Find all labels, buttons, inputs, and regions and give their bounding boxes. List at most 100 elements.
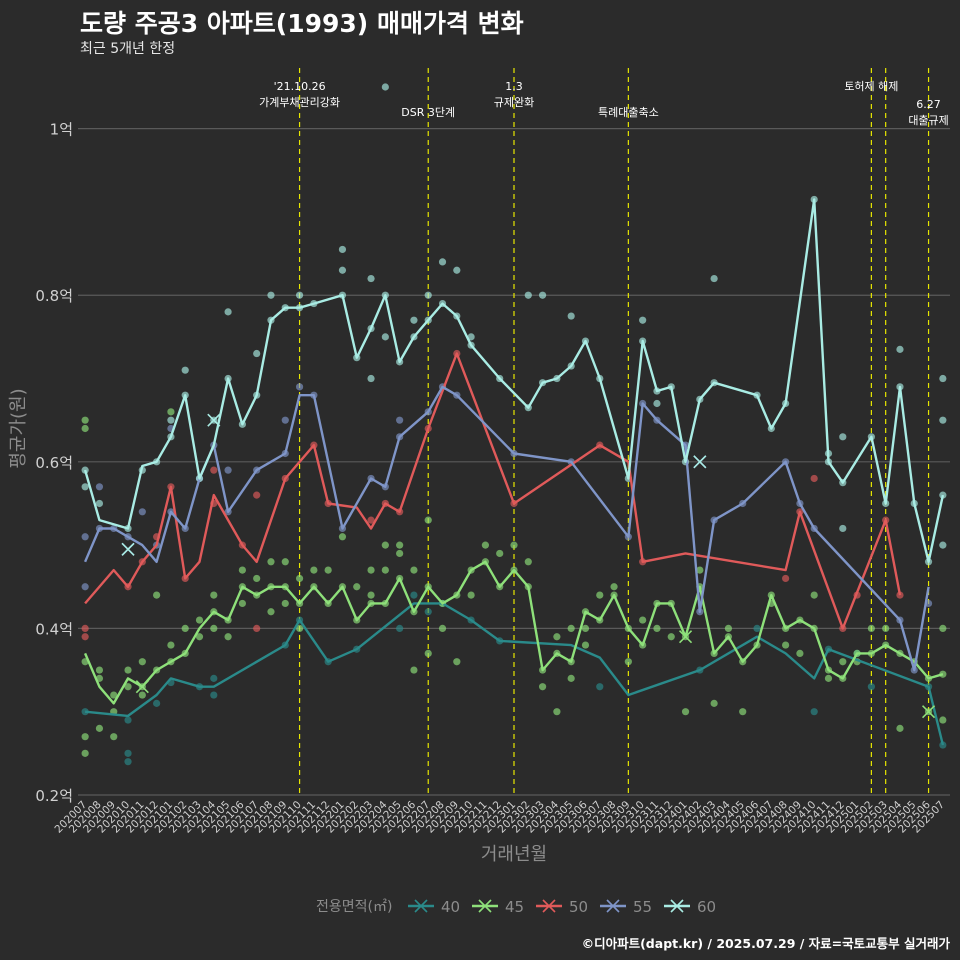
y-tick-label: 0.6억 xyxy=(35,454,73,472)
data-point xyxy=(338,266,347,274)
data-point xyxy=(153,591,161,599)
data-point xyxy=(882,624,890,633)
data-point xyxy=(724,624,733,633)
data-point xyxy=(467,333,475,341)
data-point xyxy=(124,716,132,724)
data-point xyxy=(810,591,818,599)
data-point xyxy=(253,624,261,633)
data-point xyxy=(424,649,432,657)
data-point xyxy=(95,483,104,491)
data-point xyxy=(524,291,532,299)
data-point xyxy=(610,583,618,591)
data-point xyxy=(396,541,404,549)
data-point xyxy=(367,274,375,283)
data-point xyxy=(782,641,790,649)
y-tick-label: 0.4억 xyxy=(35,620,73,638)
data-point xyxy=(939,741,947,749)
data-point xyxy=(939,624,947,633)
data-point xyxy=(567,674,575,682)
cancel-marker xyxy=(207,413,221,427)
data-point xyxy=(367,374,375,383)
data-point xyxy=(224,633,232,641)
data-point xyxy=(295,574,304,583)
data-point xyxy=(124,666,132,674)
legend-swatch-marker xyxy=(542,899,556,913)
data-point xyxy=(281,599,289,608)
data-point xyxy=(939,716,947,724)
data-point xyxy=(410,591,418,599)
data-point xyxy=(538,683,547,691)
data-point xyxy=(453,658,461,666)
data-point xyxy=(310,566,318,574)
data-point xyxy=(95,666,104,674)
cancel-marker xyxy=(678,630,693,644)
data-point xyxy=(867,683,875,691)
data-point xyxy=(438,258,447,266)
data-point xyxy=(424,516,432,524)
data-point xyxy=(295,624,304,633)
data-point xyxy=(839,433,847,441)
data-point xyxy=(253,491,261,499)
data-point xyxy=(424,608,432,616)
data-point xyxy=(624,658,632,666)
event-label: DSR 3단계 xyxy=(401,106,455,119)
event-label: '21.10.26 xyxy=(274,80,326,93)
data-point xyxy=(281,558,289,566)
data-point xyxy=(138,691,146,699)
data-point xyxy=(210,466,218,474)
data-point xyxy=(124,749,132,757)
data-point xyxy=(696,566,704,574)
data-point xyxy=(81,424,89,433)
legend-swatch-marker xyxy=(478,899,492,913)
series-line xyxy=(84,352,902,630)
data-point xyxy=(939,541,947,549)
data-point xyxy=(896,345,904,353)
data-point xyxy=(410,666,418,674)
data-point xyxy=(181,366,189,374)
data-point xyxy=(581,641,590,649)
data-point xyxy=(167,641,175,649)
data-point xyxy=(639,616,647,624)
data-point xyxy=(338,533,347,541)
data-point xyxy=(253,574,261,583)
event-label: 6.27 xyxy=(916,98,941,111)
chart-caption: ©디아파트(dapt.kr) / 2025.07.29 / 자료=국토교통부 실… xyxy=(581,936,950,951)
legend-title: 전용면적(㎡) xyxy=(316,899,392,915)
chart-title: 도량 주공3 아파트(1993) 매매가격 변화 xyxy=(80,9,524,38)
data-point xyxy=(295,291,304,299)
data-point xyxy=(238,566,246,574)
data-point xyxy=(95,724,104,732)
y-tick-label: 1억 xyxy=(50,121,73,139)
data-point xyxy=(810,474,818,483)
data-point xyxy=(381,333,389,341)
data-point xyxy=(424,291,432,299)
data-point xyxy=(224,308,232,316)
data-point xyxy=(267,558,275,566)
series-line xyxy=(83,385,930,672)
event-label: 규제완화 xyxy=(494,96,534,109)
data-point xyxy=(396,624,404,633)
data-point xyxy=(210,691,218,699)
data-point xyxy=(138,508,146,516)
data-point xyxy=(567,624,575,633)
data-point xyxy=(553,633,561,641)
data-point xyxy=(367,566,375,574)
data-point xyxy=(295,383,304,391)
data-point xyxy=(253,349,261,358)
data-point xyxy=(810,708,818,716)
data-point xyxy=(138,658,146,666)
legend-label: 60 xyxy=(697,898,716,916)
data-point xyxy=(524,558,532,566)
event-label: 가계부채관리강화 xyxy=(259,96,340,109)
data-point xyxy=(81,583,89,591)
chart-subtitle: 최근 5개년 한정 xyxy=(80,41,176,57)
data-point xyxy=(381,83,389,91)
cancel-marker xyxy=(121,542,135,556)
data-point xyxy=(381,541,389,549)
data-point xyxy=(553,708,561,716)
data-point xyxy=(396,549,404,558)
y-tick-label: 0.8억 xyxy=(35,287,73,305)
cancel-marker xyxy=(693,455,707,469)
data-point xyxy=(224,466,232,474)
